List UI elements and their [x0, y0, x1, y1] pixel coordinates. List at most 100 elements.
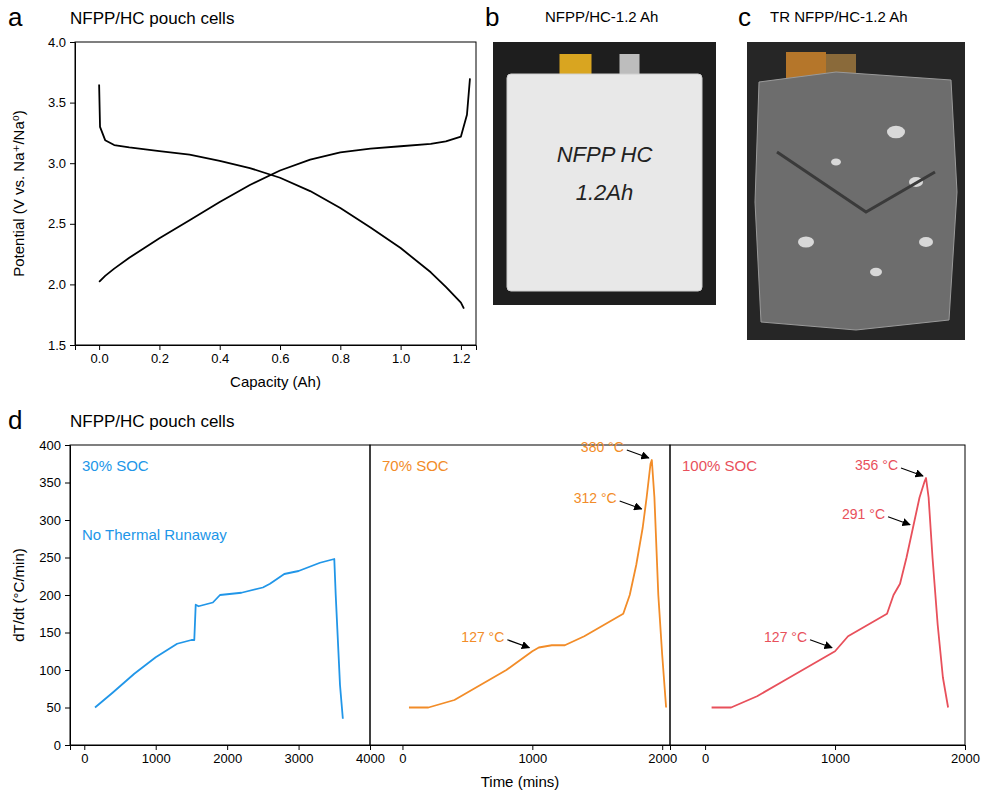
annotation-label: 356 °C — [855, 457, 898, 473]
plot-marks — [409, 460, 666, 708]
x-tick: 0.2 — [151, 345, 169, 366]
x-tick-mark — [84, 745, 85, 750]
y-tick-mark — [70, 103, 75, 104]
x-tick-mark — [965, 745, 966, 750]
y-tick: 300 — [39, 513, 70, 528]
x-axis-line — [71, 746, 371, 751]
x-tick-mark — [159, 345, 160, 350]
burn-spot — [831, 159, 841, 166]
pouch-handwriting: NFPP HC — [557, 142, 653, 167]
y-tick: 400 — [39, 438, 70, 453]
plot-marks — [712, 478, 949, 708]
y-tick: 250 — [39, 550, 70, 565]
x-tick-label: 2000 — [951, 751, 980, 766]
x-tick: 2000 — [213, 745, 242, 766]
y-tick-mark — [70, 42, 75, 43]
y-tick: 150 — [39, 625, 70, 640]
x-tick-mark — [532, 745, 533, 750]
y-tick-label: 2.0 — [48, 277, 66, 292]
x-tick-label: 0.4 — [211, 351, 229, 366]
chart-title: NFPP/HC pouch cells — [70, 9, 234, 28]
y-tick: 100 — [39, 663, 70, 678]
y-tick: 1.5 — [48, 338, 75, 353]
y-tick: 50 — [47, 700, 70, 715]
y-tick: 350 — [39, 475, 70, 490]
x-tick-mark — [340, 345, 341, 350]
photo-panel: cTR NFPP/HC-1.2 Ah — [738, 2, 965, 340]
panel-letter: c — [738, 2, 751, 32]
x-axis-line — [371, 746, 671, 751]
panel-label: 100% SOC — [682, 457, 757, 474]
plot-marks — [99, 78, 470, 308]
y-tick: 4.0 — [48, 35, 75, 50]
burn-spot — [798, 236, 814, 247]
y-axis: 1.5 2.0 2.5 3.0 3.5 4.0 — [48, 35, 76, 353]
y-tick-label: 400 — [39, 438, 61, 453]
x-tick-mark — [705, 745, 706, 750]
y-tick-mark — [65, 445, 70, 446]
y-tick-mark — [65, 483, 70, 484]
x-axis: 010002000 — [671, 745, 980, 766]
data-line — [712, 478, 949, 708]
x-tick-mark — [227, 745, 228, 750]
panel-letter: b — [485, 2, 499, 32]
x-tick-label: 3000 — [285, 751, 314, 766]
annotation-arrow — [507, 640, 529, 648]
burn-spot — [870, 268, 882, 276]
y-tick-mark — [65, 708, 70, 709]
x-axis-title: Time (mins) — [481, 773, 560, 790]
x-tick-mark — [401, 345, 402, 350]
plot-frame — [370, 445, 670, 745]
y-tick-label: 1.5 — [48, 338, 66, 353]
y-axis-title: Potential (V vs. Na⁺/Na⁰) — [10, 110, 27, 277]
x-tick-mark — [402, 745, 403, 750]
photo-panel: b NFPP/HC-1.2 Ah NFPP HC 1.2Ah — [485, 2, 716, 305]
y-tick-label: 150 — [39, 625, 61, 640]
x-tick-label: 0 — [81, 751, 88, 766]
x-tick: 1.0 — [392, 345, 410, 366]
y-tick-label: 50 — [47, 700, 61, 715]
y-tick-mark — [65, 670, 70, 671]
x-tick-mark — [835, 745, 836, 750]
y-tick-label: 2.5 — [48, 216, 66, 231]
x-tick: 1.2 — [452, 345, 470, 366]
annotation-arrow — [620, 501, 642, 509]
x-tick: 0.6 — [271, 345, 289, 366]
annotation-arrow — [810, 640, 832, 648]
y-tick-mark — [70, 345, 75, 346]
x-tick: 3000 — [285, 745, 314, 766]
x-tick-label: 0.0 — [91, 351, 109, 366]
burn-spot — [919, 237, 933, 247]
photo-background — [747, 42, 965, 340]
y-tick-mark — [65, 558, 70, 559]
pouch-handwriting: 1.2Ah — [576, 180, 634, 205]
y-tick-label: 250 — [39, 550, 61, 565]
y-tick: 2.5 — [48, 216, 75, 231]
plot-frame — [75, 42, 476, 345]
y-tick-label: 3.0 — [48, 156, 66, 171]
x-axis: 0 1000 2000 3000 4000 — [71, 745, 385, 766]
x-tick-mark — [99, 345, 100, 350]
y-tick-label: 3.5 — [48, 95, 66, 110]
data-line — [95, 559, 343, 719]
annotation-label: 312 °C — [574, 490, 617, 506]
plot-frame — [670, 445, 965, 745]
x-tick: 1000 — [142, 745, 171, 766]
panel-letter: d — [8, 405, 22, 435]
photo-title: NFPP/HC-1.2 Ah — [545, 8, 658, 25]
x-tick-label: 4000 — [356, 751, 385, 766]
x-tick-mark — [156, 745, 157, 750]
data-line — [409, 460, 666, 708]
annotation-label: 127 °C — [461, 629, 504, 645]
annotation-label: 291 °C — [842, 506, 885, 522]
panel-label: 70% SOC — [382, 457, 449, 474]
x-tick-label: 0 — [399, 751, 406, 766]
chart-panel: 0.00.20.40.60.81.01.21.52.02.53.03.54.0a… — [8, 2, 477, 390]
y-tick-mark — [65, 745, 70, 746]
x-tick-mark — [220, 345, 221, 350]
x-tick: 0.0 — [91, 345, 109, 366]
x-tick: 2000 — [648, 745, 677, 766]
annotation-arrow — [888, 517, 910, 525]
annotation-label: 380 °C — [581, 439, 624, 455]
y-tick-mark — [65, 633, 70, 634]
